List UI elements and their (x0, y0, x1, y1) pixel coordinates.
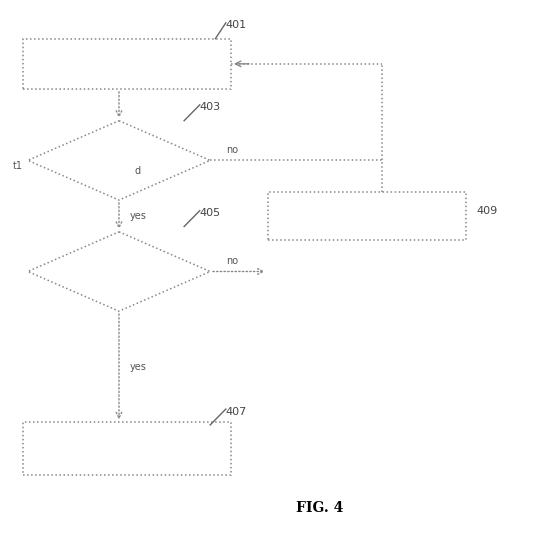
Text: 407: 407 (226, 407, 247, 416)
Text: t1: t1 (13, 161, 22, 171)
Text: 403: 403 (200, 103, 221, 112)
Text: no: no (226, 256, 238, 266)
Text: yes: yes (129, 362, 146, 372)
Text: 401: 401 (226, 21, 247, 30)
Text: 409: 409 (476, 206, 497, 216)
Bar (22, 422, 231, 475)
Text: no: no (226, 145, 238, 155)
Text: 405: 405 (200, 209, 221, 218)
Bar (268, 192, 465, 240)
Bar (22, 39, 231, 89)
Text: d: d (135, 166, 141, 176)
Text: yes: yes (129, 211, 146, 221)
Text: FIG. 4: FIG. 4 (296, 501, 343, 515)
